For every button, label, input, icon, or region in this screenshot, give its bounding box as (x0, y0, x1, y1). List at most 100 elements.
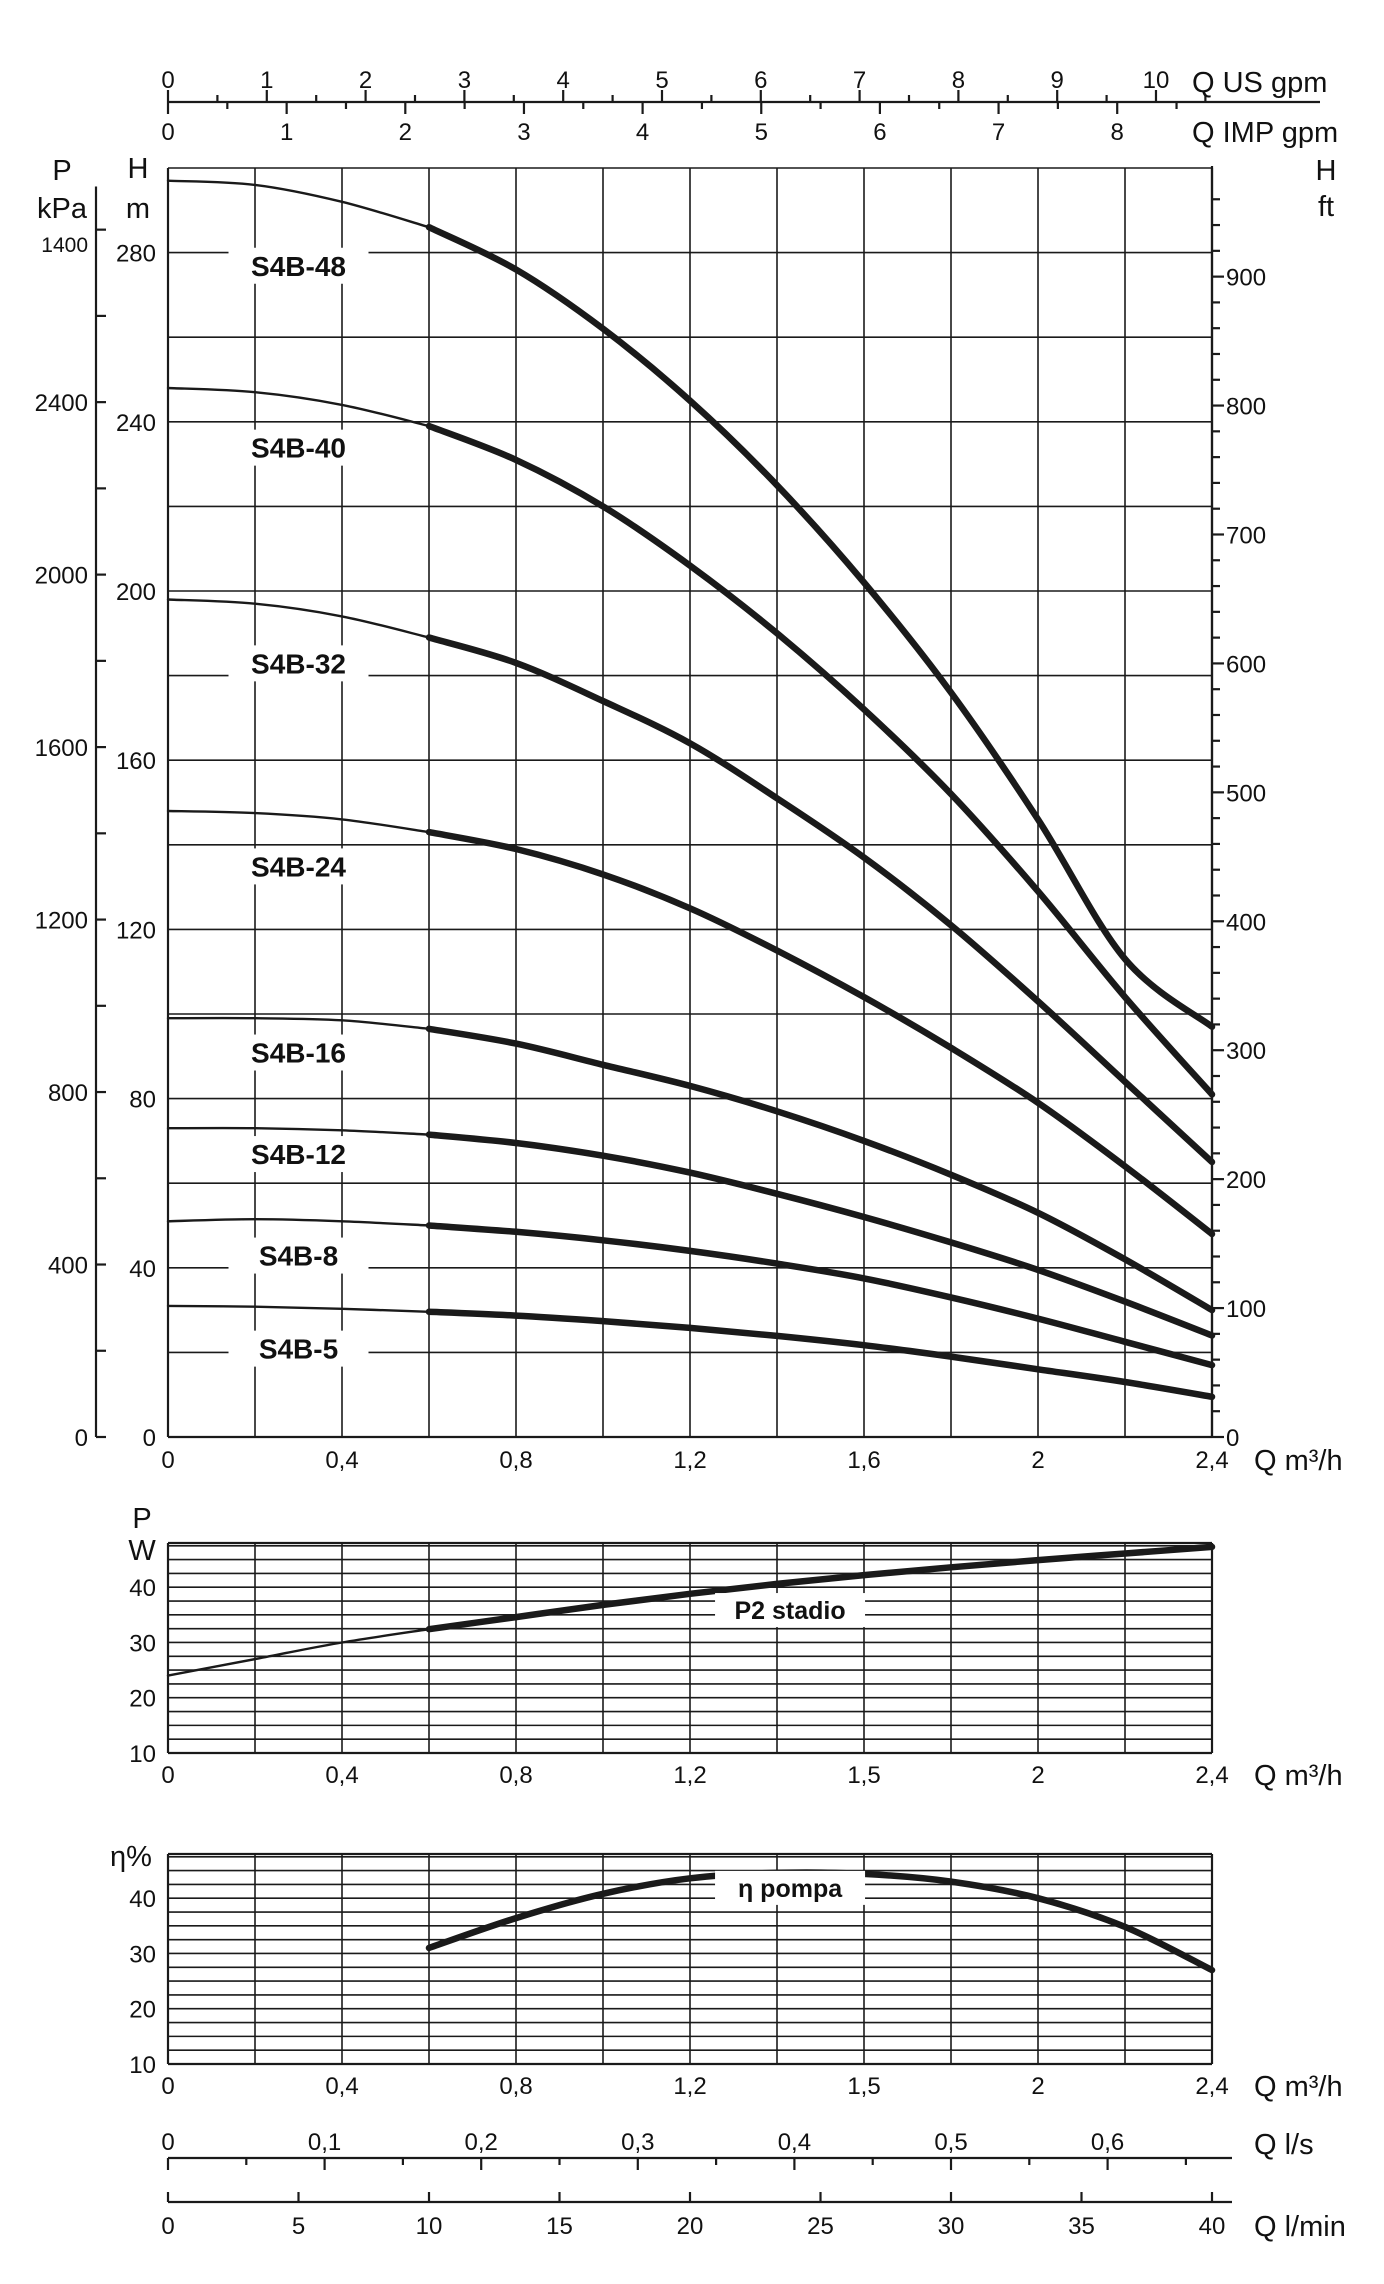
series-line-6 (425, 1222, 1216, 1369)
eff-x-tick-label: 1,5 (847, 2073, 880, 2100)
imp-gpm-tick-label: 0 (161, 119, 174, 146)
lmin-tick-label: 10 (416, 2213, 443, 2240)
power-series-label: P2 stadio (734, 1597, 845, 1625)
eff-x-tick-label: 2 (1031, 2073, 1044, 2100)
ls-tick-label: 0,2 (465, 2129, 498, 2156)
x-tick-label: 1,6 (847, 1447, 880, 1474)
imp-gpm-tick-label: 1 (280, 119, 293, 146)
series-line-thin-4 (166, 1016, 431, 1030)
series-line-4 (425, 1025, 1216, 1314)
ft-tick-label: 200 (1226, 1167, 1266, 1194)
series-line-thin-0 (166, 179, 431, 229)
x-tick-label: 2 (1031, 1447, 1044, 1474)
us-gpm-axis-label: Q US gpm (1192, 67, 1327, 99)
pressure-tick-label: 2400 (35, 390, 88, 417)
head-chart: 0 40 80 120 160 200 240 280 0 0,4 0,8 1,2 1,6 2 2,4 Q m… (35, 153, 1343, 1477)
lmin-tick-label: 0 (161, 2213, 174, 2240)
y-tick-label-m: 80 (129, 1087, 156, 1114)
ls-tick-label: 0,1 (308, 2129, 341, 2156)
imp-gpm-tick-label: 4 (636, 119, 649, 146)
pressure-tick-label: 2000 (35, 563, 88, 590)
series-label: S4B-40 (251, 433, 346, 464)
eff-x-tick-label: 1,2 (673, 2073, 706, 2100)
imp-gpm-axis-label: Q IMP gpm (1192, 117, 1338, 149)
series-line-2 (425, 634, 1216, 1166)
efficiency-chart: 10 20 30 40 0 0,4 0,8 1,2 1,5 2 2,4 Q m³/h η pompa η% (110, 1841, 1343, 2103)
power-x-tick-label: 0,8 (499, 1762, 532, 1789)
eff-y-tick-label: 30 (129, 1941, 156, 1968)
eff-series-label-bg (715, 1870, 866, 1905)
y-tick-label-m: 160 (116, 748, 156, 775)
ft-axis-label-h: H (1316, 155, 1337, 187)
pressure-tick-label: 800 (48, 1080, 88, 1107)
eff-x-tick-label: 2,4 (1195, 2073, 1228, 2100)
us-gpm-tick-label: 3 (458, 67, 471, 94)
pressure-axis-label-p: P (52, 155, 71, 187)
series-label: S4B-48 (251, 251, 346, 282)
eff-y-tick-label: 20 (129, 1997, 156, 2024)
ft-tick-label: 100 (1226, 1296, 1266, 1323)
x-tick-label: 0,8 (499, 1447, 532, 1474)
imp-gpm-tick-label: 7 (992, 119, 1005, 146)
ft-tick-label: 900 (1226, 265, 1266, 292)
ls-tick-label: 0 (161, 2129, 174, 2156)
us-gpm-tick-label: 2 (359, 67, 372, 94)
ft-tick-label: 700 (1226, 522, 1266, 549)
series-line-thin-5 (166, 1126, 431, 1136)
lmin-tick-label: 40 (1199, 2213, 1226, 2240)
eff-y-tick-label: 40 (129, 1886, 156, 1913)
ft-tick-label: 400 (1226, 909, 1266, 936)
y-axis-label-m: m (126, 193, 150, 225)
x-tick-label: 2,4 (1195, 1447, 1228, 1474)
series-label-bg (228, 1034, 369, 1071)
power-x-tick-label: 2,4 (1195, 1762, 1228, 1789)
ls-tick-label: 0,4 (778, 2129, 811, 2156)
lmin-tick-label: 35 (1068, 2213, 1095, 2240)
eff-y-tick-label: 10 (129, 2052, 156, 2079)
series-line-thin-6 (166, 1217, 431, 1227)
x-tick-label: 0,4 (325, 1447, 358, 1474)
power-x-tick-label: 0,4 (325, 1762, 358, 1789)
pressure-tick-label: 1400 (41, 234, 88, 257)
lmin-tick-label: 15 (546, 2213, 573, 2240)
series-line-thin-7 (166, 1304, 431, 1313)
eff-x-tick-label: 0,4 (325, 2073, 358, 2100)
y-axis-label-h: H (128, 153, 149, 185)
ls-tick-label: 0,5 (934, 2129, 967, 2156)
eff-x-tick-label: 0 (161, 2073, 174, 2100)
ls-tick-label: 0,6 (1091, 2129, 1124, 2156)
eff-y-axis-label: η% (110, 1841, 152, 1873)
series-label-bg (228, 848, 369, 885)
eff-series-label: η pompa (738, 1875, 843, 1903)
power-y-axis-label-p: P (132, 1503, 151, 1535)
lmin-axis-label: Q l/min (1254, 2211, 1346, 2243)
imp-gpm-tick-label: 2 (399, 119, 412, 146)
y-tick-label-m: 40 (129, 1256, 156, 1283)
series-line-7 (425, 1308, 1216, 1401)
series-label: S4B-16 (251, 1038, 346, 1069)
pressure-tick-label: 400 (48, 1253, 88, 1280)
pressure-tick-label: 0 (75, 1425, 88, 1452)
series-label: S4B-8 (259, 1241, 338, 1272)
series-label: S4B-5 (259, 1334, 338, 1365)
eff-x-axis-label: Q m³/h (1254, 2071, 1343, 2103)
series-line-thin-2 (166, 598, 431, 639)
ft-tick-label: 500 (1226, 780, 1266, 807)
imp-gpm-tick-label: 5 (755, 119, 768, 146)
series-label: S4B-32 (251, 648, 346, 679)
us-gpm-tick-label: 7 (853, 67, 866, 94)
series-line-thin-0 (166, 1628, 431, 1677)
bottom-flow-axes: 0 0,1 0,2 0,3 0,4 0,5 0,6 Q l/s 0 5 10 15 20 25 30 35 40… (161, 2129, 1346, 2243)
us-gpm-tick-label: 8 (952, 67, 965, 94)
series-line-0 (425, 1543, 1216, 1633)
us-gpm-tick-label: 0 (161, 67, 174, 94)
pressure-tick-label: 1600 (35, 735, 88, 762)
series-line-5 (425, 1131, 1216, 1339)
lmin-tick-label: 20 (677, 2213, 704, 2240)
power-y-axis-label-w: W (128, 1535, 156, 1567)
power-x-tick-label: 0 (161, 1762, 174, 1789)
us-gpm-tick-label: 6 (754, 67, 767, 94)
y-tick-label-m: 0 (143, 1425, 156, 1452)
